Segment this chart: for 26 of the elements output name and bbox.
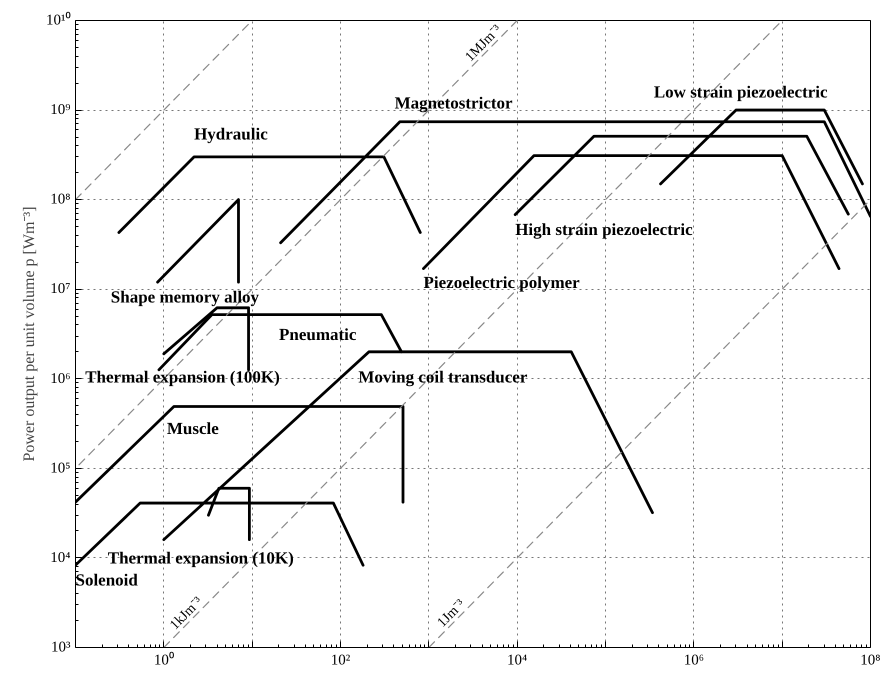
text: Thermal expansion (10K)	[108, 548, 294, 568]
series-label: Moving coil transducer	[358, 367, 528, 386]
series-label: Thermal expansion (100K)	[85, 367, 280, 386]
series-label: Shape memory alloy	[110, 288, 260, 307]
series-label: Magnetostrictor	[394, 93, 514, 112]
y-tick-label: 10⁹	[50, 102, 71, 118]
x-tick-label: 10⁰	[154, 652, 174, 668]
y-tick-label: 10⁸	[50, 192, 71, 208]
x-tick-label: 10²	[330, 652, 351, 668]
y-tick-label: 10⁶	[50, 370, 71, 387]
series-label: Low strain piezoelectric	[654, 82, 828, 102]
x-tick-label: 10⁸	[860, 652, 880, 668]
series-label: Hydraulic	[194, 124, 268, 144]
series-label: Solenoid	[76, 570, 138, 590]
x-tick-label: 10⁶	[684, 652, 704, 668]
series-label: High strain piezoelectric	[515, 220, 694, 240]
series-label: Piezoelectric polymer	[423, 273, 580, 292]
y-axis-title: Power output per unit volume p [Wm⁻³]	[21, 206, 38, 462]
x-tick-label: 10⁴	[507, 652, 528, 668]
y-tick-label: 10¹⁰	[46, 12, 71, 28]
series-label: Pneumatic	[279, 325, 357, 344]
y-tick-label: 10⁷	[50, 281, 71, 298]
y-tick-label: 10⁴	[50, 550, 71, 566]
y-tick-label: 10⁵	[50, 460, 71, 476]
y-tick-label: 10³	[51, 640, 72, 656]
series-label: Muscle	[166, 419, 220, 438]
